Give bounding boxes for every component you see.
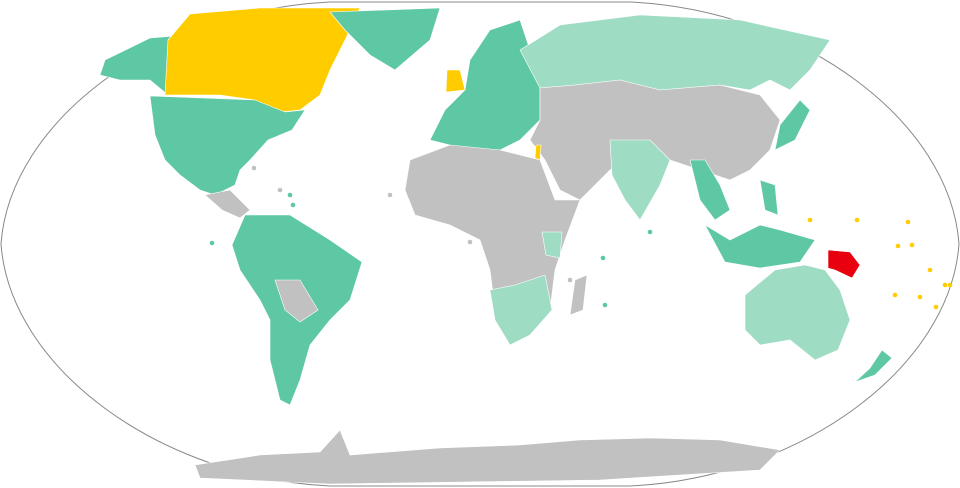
island-marker xyxy=(892,292,898,298)
island-marker xyxy=(905,219,911,225)
island-marker xyxy=(567,277,573,283)
region-new-zealand xyxy=(854,349,893,383)
island-marker xyxy=(895,243,901,249)
region-papua-new-guinea xyxy=(827,249,861,279)
island-marker xyxy=(942,282,948,288)
region-madagascar xyxy=(569,274,588,316)
island-marker xyxy=(933,304,939,310)
island-marker xyxy=(854,217,860,223)
island-marker xyxy=(467,239,473,245)
island-marker xyxy=(277,187,283,193)
island-marker xyxy=(909,242,915,248)
region-southern-africa xyxy=(489,274,553,346)
island-marker xyxy=(947,282,953,288)
island-marker xyxy=(251,165,257,171)
island-marker xyxy=(290,202,296,208)
region-bolivia-paraguay xyxy=(274,279,319,323)
region-philippines xyxy=(759,179,779,216)
region-antarctica xyxy=(194,429,781,485)
island-marker xyxy=(387,192,393,198)
region-japan xyxy=(774,99,811,151)
region-india xyxy=(609,139,671,221)
region-uk xyxy=(445,69,466,93)
region-southeast-asia xyxy=(689,159,731,221)
region-greenland xyxy=(329,7,441,71)
region-alaska xyxy=(99,35,176,96)
region-kenya xyxy=(541,231,563,259)
island-marker xyxy=(927,267,933,273)
island-marker xyxy=(602,302,608,308)
island-marker xyxy=(647,229,653,235)
region-middle-east-asia xyxy=(529,79,781,201)
region-russia xyxy=(519,14,831,91)
island-marker xyxy=(287,192,293,198)
island-marker xyxy=(209,240,215,246)
region-usa-mexico xyxy=(149,95,306,196)
island-marker xyxy=(600,255,606,261)
region-israel xyxy=(534,144,542,161)
region-central-america xyxy=(204,189,251,219)
island-marker xyxy=(917,294,923,300)
region-canada xyxy=(164,7,361,113)
island-marker xyxy=(807,217,813,223)
region-indonesia xyxy=(704,224,816,269)
region-australia xyxy=(744,264,851,361)
